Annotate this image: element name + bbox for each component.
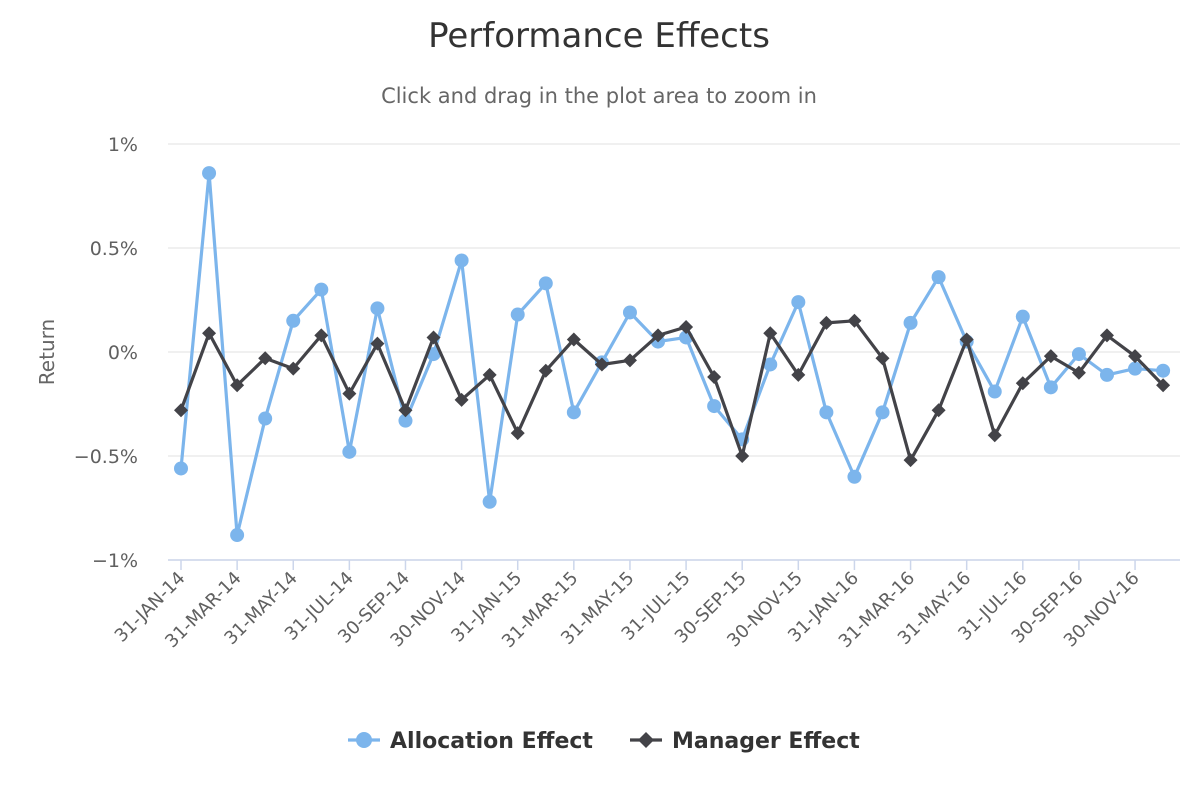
data-point[interactable] [342,444,357,459]
data-point[interactable] [482,494,497,509]
data-point[interactable] [707,369,722,384]
data-point[interactable] [1015,376,1030,391]
series-allocation-effect[interactable] [174,166,1171,543]
data-point[interactable] [735,449,750,463]
data-point[interactable] [1128,361,1143,376]
data-point[interactable] [1071,347,1086,362]
data-point[interactable] [1156,363,1171,378]
data-point[interactable] [454,253,469,268]
data-point[interactable] [202,166,217,181]
data-point[interactable] [847,313,862,328]
series-line[interactable] [179,319,1165,462]
data-point[interactable] [370,336,385,351]
data-point[interactable] [594,357,609,372]
data-point[interactable] [903,453,918,468]
data-point[interactable] [651,328,666,343]
data-point[interactable] [314,282,329,297]
data-point[interactable] [959,332,974,347]
data-point[interactable] [202,326,217,341]
data-point[interactable] [230,528,245,543]
data-point[interactable] [286,361,301,376]
data-point[interactable] [258,351,273,366]
legend-label: Manager Effect [672,729,860,754]
data-point[interactable] [286,313,301,328]
data-point[interactable] [1071,365,1086,380]
data-point[interactable] [903,315,918,330]
data-point[interactable] [398,403,413,418]
data-point[interactable] [230,378,245,393]
data-point[interactable] [622,353,637,368]
data-point[interactable] [763,326,778,341]
series-line[interactable] [179,171,1165,537]
data-point[interactable] [510,426,525,441]
series-layer [174,166,1171,543]
gridlines [168,143,1180,561]
y-axis-ticks: 1% 0.5% 0% −0.5% −1% [74,134,138,572]
data-point[interactable] [987,384,1002,399]
legend: Allocation Effect Manager Effect [348,729,860,754]
data-point[interactable] [707,399,722,414]
data-point[interactable] [763,357,778,372]
data-point[interactable] [566,405,581,420]
data-point[interactable] [454,392,469,407]
legend-label: Allocation Effect [390,729,593,754]
data-point[interactable] [1043,349,1058,364]
data-point[interactable] [622,305,637,320]
data-point[interactable] [174,461,188,476]
legend-marker [356,732,372,748]
data-point[interactable] [1128,349,1143,364]
data-point[interactable] [566,332,581,347]
y-tick-label: −1% [92,550,138,572]
data-point[interactable] [875,351,890,366]
legend-marker [638,732,654,748]
data-point[interactable] [426,330,441,345]
data-point[interactable] [1015,309,1030,324]
data-point[interactable] [819,405,834,420]
legend-item-manager-effect[interactable]: Manager Effect [630,729,860,754]
y-tick-label: 0% [108,342,138,364]
data-point[interactable] [931,403,946,418]
data-point[interactable] [174,403,188,418]
data-point[interactable] [258,411,273,426]
data-point[interactable] [482,367,497,382]
data-point[interactable] [791,295,806,310]
data-point[interactable] [398,413,413,428]
y-tick-label: 1% [108,134,138,156]
y-tick-label: 0.5% [90,238,138,260]
data-point[interactable] [791,367,806,382]
data-point[interactable] [931,270,946,285]
data-point[interactable] [875,405,890,420]
data-point[interactable] [1099,367,1114,382]
data-point[interactable] [538,276,553,291]
data-point[interactable] [1156,378,1171,393]
data-point[interactable] [314,328,329,343]
data-point[interactable] [538,363,553,378]
data-point[interactable] [1043,380,1058,395]
data-point[interactable] [370,301,385,316]
data-point[interactable] [987,428,1002,443]
series-manager-effect[interactable] [174,313,1171,468]
chart-subtitle: Click and drag in the plot area to zoom … [381,84,817,108]
chart-title: Performance Effects [428,16,770,56]
legend-item-allocation-effect[interactable]: Allocation Effect [348,729,593,754]
data-point[interactable] [679,320,694,335]
data-point[interactable] [1099,328,1114,343]
data-point[interactable] [510,307,525,322]
y-axis-label: Return [35,319,59,385]
data-point[interactable] [342,386,357,401]
data-point[interactable] [819,315,834,330]
y-tick-label: −0.5% [74,446,138,468]
data-point[interactable] [847,469,862,484]
x-axis: 31-JAN-1431-MAR-1431-MAY-1431-JUL-1430-S… [111,559,1180,652]
